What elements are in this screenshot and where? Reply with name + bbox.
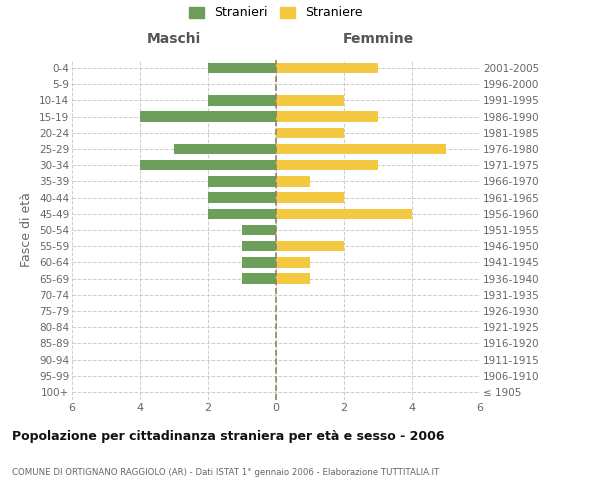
Bar: [276, 176, 310, 186]
Bar: [276, 192, 344, 203]
Bar: [208, 63, 276, 74]
Bar: [242, 257, 276, 268]
Bar: [208, 192, 276, 203]
Bar: [140, 112, 276, 122]
Bar: [208, 176, 276, 186]
Bar: [242, 224, 276, 235]
Bar: [208, 208, 276, 219]
Bar: [242, 241, 276, 252]
Bar: [276, 241, 344, 252]
Bar: [276, 144, 446, 154]
Text: Maschi: Maschi: [147, 32, 201, 46]
Text: Popolazione per cittadinanza straniera per età e sesso - 2006: Popolazione per cittadinanza straniera p…: [12, 430, 445, 443]
Bar: [276, 160, 378, 170]
Text: COMUNE DI ORTIGNANO RAGGIOLO (AR) - Dati ISTAT 1° gennaio 2006 - Elaborazione TU: COMUNE DI ORTIGNANO RAGGIOLO (AR) - Dati…: [12, 468, 439, 477]
Legend: Stranieri, Straniere: Stranieri, Straniere: [185, 2, 367, 23]
Bar: [276, 257, 310, 268]
Bar: [276, 208, 412, 219]
Y-axis label: Fasce di età: Fasce di età: [20, 192, 34, 268]
Bar: [208, 95, 276, 106]
Text: Femmine: Femmine: [343, 32, 413, 46]
Bar: [276, 112, 378, 122]
Bar: [276, 128, 344, 138]
Bar: [276, 95, 344, 106]
Bar: [242, 274, 276, 284]
Bar: [276, 274, 310, 284]
Bar: [140, 160, 276, 170]
Bar: [276, 63, 378, 74]
Bar: [174, 144, 276, 154]
